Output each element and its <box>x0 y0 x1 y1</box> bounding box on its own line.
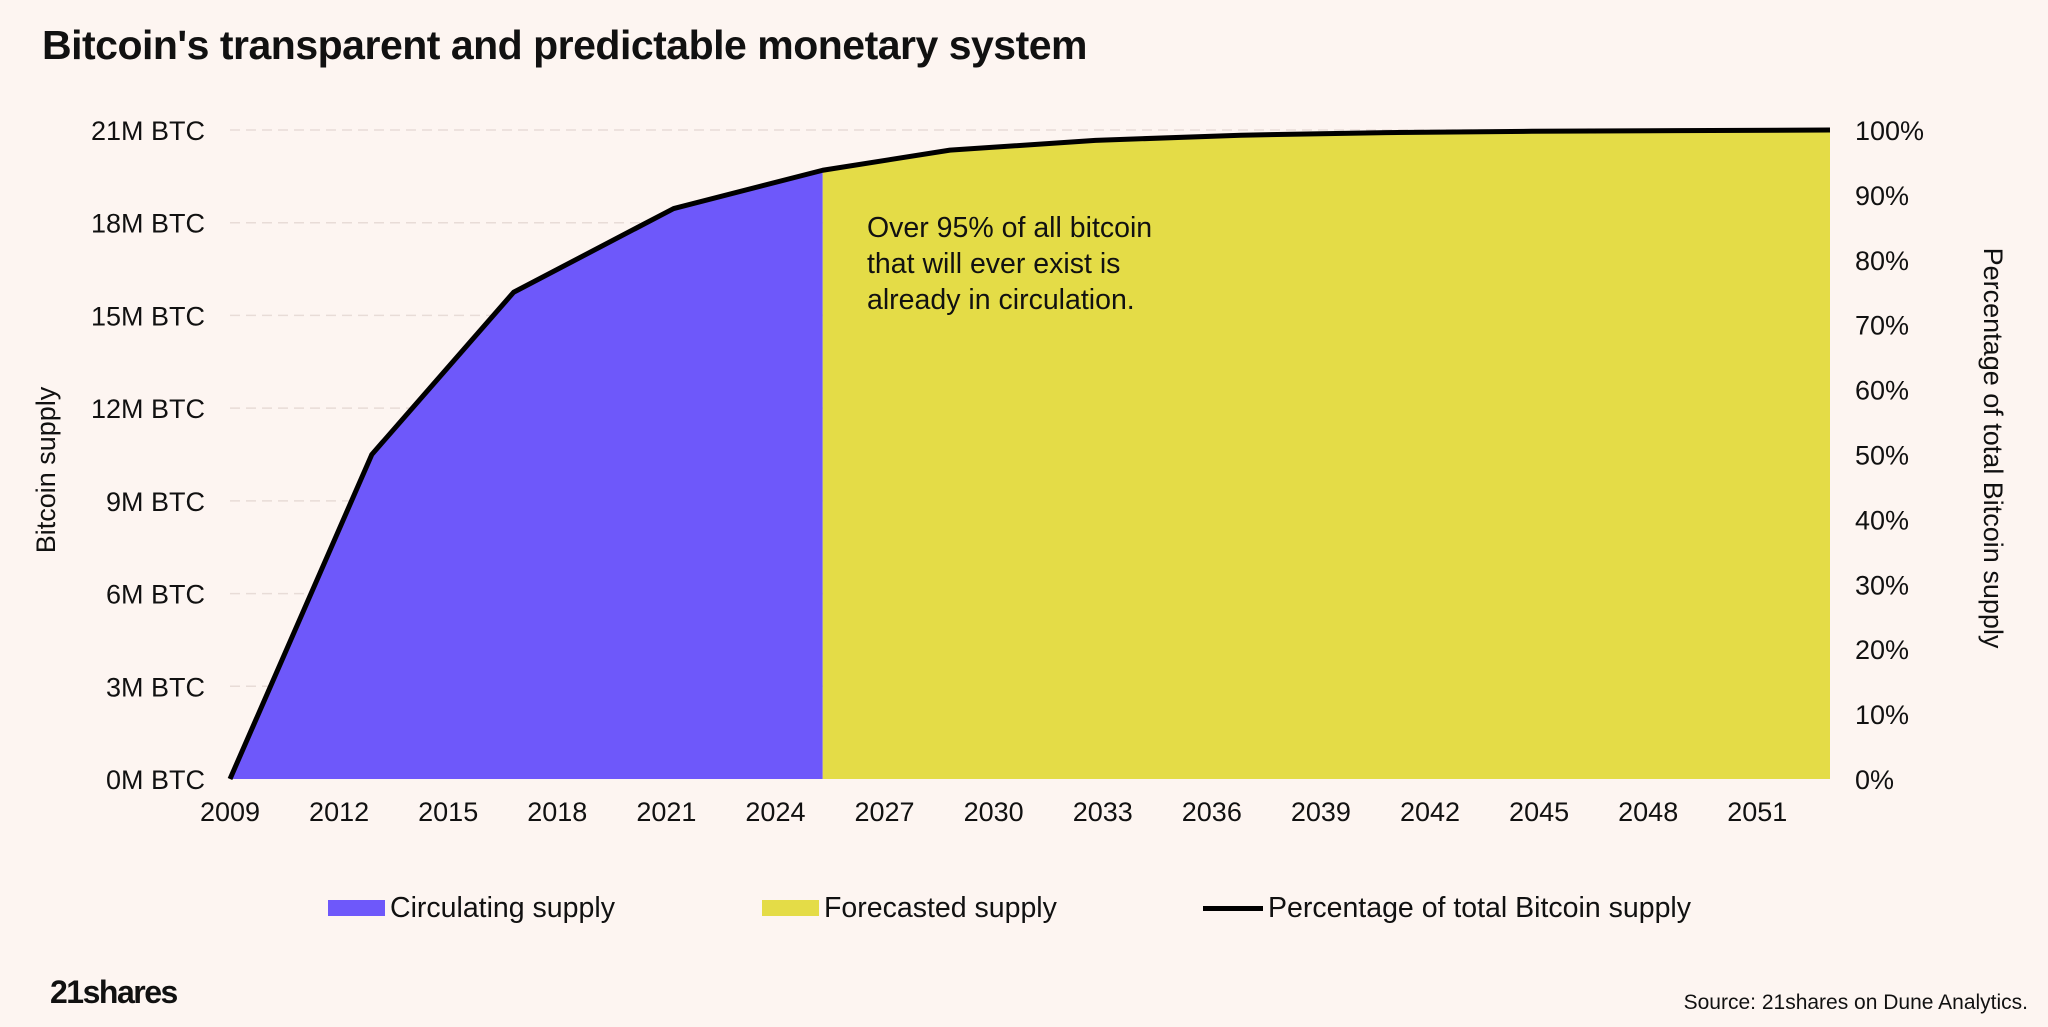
y2-tick-label: 100% <box>1855 116 1924 146</box>
y-tick-label: 21M BTC <box>91 116 205 146</box>
y-tick-label: 3M BTC <box>106 672 205 702</box>
area-layer <box>230 130 1830 779</box>
annotation: Over 95% of all bitcoin that will ever e… <box>867 212 1152 316</box>
line-layer <box>227 127 1831 781</box>
x-tick-label: 2018 <box>527 797 587 827</box>
x-tick-label: 2051 <box>1727 797 1787 827</box>
x-axis: 2009 2012 2015 2018 2021 2024 2027 2030 2033 2036… <box>200 797 1787 827</box>
x-tick-label: 2009 <box>200 797 260 827</box>
annotation-line-1: Over 95% of all bitcoin <box>867 212 1152 244</box>
y-axis-right: 0% 10% 20% 30% 40% 50% 60% 70% 80% 90% 100% <box>1855 116 1924 795</box>
x-tick-label: 2024 <box>745 797 805 827</box>
x-tick-label: 2042 <box>1400 797 1460 827</box>
y2-tick-label: 60% <box>1855 376 1909 406</box>
legend-item-circulating: Circulating supply <box>328 888 615 928</box>
legend: Circulating supply Forecasted supply Per… <box>0 888 2048 928</box>
y-axis-title: Bitcoin supply <box>31 386 61 553</box>
legend-label-percentage: Percentage of total Bitcoin supply <box>1268 891 1692 924</box>
y2-tick-label: 0% <box>1855 765 1894 795</box>
source-note: Source: 21shares on Dune Analytics. <box>1683 991 2028 1014</box>
y2-tick-label: 50% <box>1855 441 1909 471</box>
y2-tick-label: 90% <box>1855 181 1909 211</box>
x-tick-label: 2039 <box>1291 797 1351 827</box>
y-axis-left: 0M BTC 3M BTC 6M BTC 9M BTC 12M BTC 15M BTC 18… <box>91 116 205 795</box>
x-tick-label: 2012 <box>309 797 369 827</box>
y2-tick-label: 70% <box>1855 311 1909 341</box>
x-tick-label: 2030 <box>964 797 1024 827</box>
legend-item-percentage: Percentage of total Bitcoin supply <box>1203 888 1691 928</box>
y2-tick-label: 10% <box>1855 700 1909 730</box>
x-tick-label: 2033 <box>1073 797 1133 827</box>
y-tick-label: 12M BTC <box>91 394 205 424</box>
legend-swatch-forecasted <box>762 900 819 916</box>
legend-item-forecasted: Forecasted supply <box>762 888 1057 928</box>
x-tick-label: 2036 <box>1182 797 1242 827</box>
x-tick-label: 2027 <box>855 797 915 827</box>
y-tick-label: 15M BTC <box>91 301 205 331</box>
logo-21shares: 21shares <box>50 974 178 1010</box>
area-forecasted-supply <box>822 130 1830 779</box>
x-tick-label: 2045 <box>1509 797 1569 827</box>
y2-tick-label: 30% <box>1855 570 1909 600</box>
annotation-line-2: that will ever exist is <box>867 248 1120 280</box>
y2-tick-label: 80% <box>1855 246 1909 276</box>
y2-tick-label: 40% <box>1855 505 1909 535</box>
y-tick-label: 18M BTC <box>91 209 205 239</box>
line-percentage-of-total-supply <box>227 127 1831 781</box>
legend-label-circulating: Circulating supply <box>390 891 615 924</box>
y2-axis-title: Percentage of total Bitcoin supply <box>1978 248 2008 649</box>
legend-swatch-circulating <box>328 900 385 916</box>
area-circulating-supply <box>230 170 823 779</box>
x-tick-label: 2048 <box>1618 797 1678 827</box>
x-tick-label: 2021 <box>636 797 696 827</box>
y-tick-label: 0M BTC <box>106 765 205 795</box>
y-tick-label: 6M BTC <box>106 580 205 610</box>
chart-title: Bitcoin's transparent and predictable mo… <box>42 22 1088 68</box>
y2-tick-label: 20% <box>1855 635 1909 665</box>
legend-label-forecasted: Forecasted supply <box>824 891 1057 924</box>
annotation-line-3: already in circulation. <box>867 284 1135 316</box>
legend-swatch-percentage <box>1203 905 1263 911</box>
y-tick-label: 9M BTC <box>106 487 205 517</box>
x-tick-label: 2015 <box>418 797 478 827</box>
